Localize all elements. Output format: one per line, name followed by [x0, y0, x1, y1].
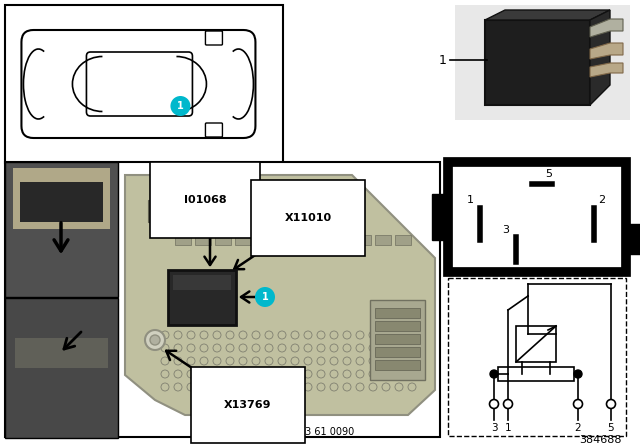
Bar [175, 235, 191, 245]
Bar [432, 194, 448, 240]
Text: 1: 1 [262, 292, 268, 302]
Bar [516, 326, 556, 362]
FancyBboxPatch shape [21, 30, 255, 138]
Circle shape [255, 287, 275, 307]
Polygon shape [590, 43, 623, 59]
Bar [195, 235, 211, 245]
Bar [355, 235, 371, 245]
Polygon shape [485, 10, 610, 20]
Bar [235, 235, 251, 245]
Circle shape [574, 370, 582, 378]
Text: 5: 5 [545, 169, 552, 179]
Bar [375, 235, 391, 245]
Bar [255, 235, 271, 245]
Text: 2: 2 [598, 195, 605, 205]
Bar [370, 300, 425, 380]
Text: X11010: X11010 [284, 213, 332, 223]
Text: I01068: I01068 [184, 195, 227, 205]
Polygon shape [590, 10, 610, 105]
Bar [448, 278, 626, 436]
FancyBboxPatch shape [205, 123, 223, 137]
Bar [295, 235, 311, 245]
Bar [626, 224, 640, 254]
Bar [20, 182, 103, 223]
Text: 5: 5 [608, 423, 614, 433]
Circle shape [170, 96, 191, 116]
Bar [455, 5, 630, 120]
Bar [315, 235, 331, 245]
Bar [498, 367, 574, 381]
Bar [375, 360, 420, 370]
Circle shape [150, 335, 160, 345]
Bar [335, 235, 351, 245]
Text: 1: 1 [505, 423, 511, 433]
Bar [5, 298, 118, 438]
Bar [215, 235, 231, 245]
Text: 3: 3 [491, 423, 497, 433]
Bar [375, 334, 420, 344]
Bar [5, 162, 440, 437]
Bar [375, 347, 420, 357]
Text: 384688: 384688 [579, 435, 621, 445]
Bar [15, 338, 108, 368]
Bar [5, 5, 283, 163]
Circle shape [573, 400, 582, 409]
Bar [375, 308, 420, 318]
Bar [395, 235, 411, 245]
Text: 1: 1 [439, 53, 447, 66]
Bar [13, 168, 110, 229]
Circle shape [607, 400, 616, 409]
FancyBboxPatch shape [205, 31, 223, 45]
Text: 1: 1 [467, 195, 474, 205]
Bar [448, 162, 626, 272]
Bar [5, 162, 118, 297]
Bar [275, 235, 291, 245]
Text: EO E63 61 0090: EO E63 61 0090 [276, 427, 354, 437]
Polygon shape [590, 19, 623, 37]
Text: 1: 1 [177, 101, 184, 111]
Bar [166, 200, 180, 222]
Text: 3: 3 [502, 225, 509, 235]
Circle shape [490, 370, 498, 378]
Bar [485, 20, 590, 105]
Circle shape [490, 400, 499, 409]
Circle shape [504, 400, 513, 409]
Bar [202, 200, 216, 222]
Text: X13769: X13769 [224, 400, 272, 410]
Text: 2: 2 [575, 423, 581, 433]
Bar [168, 270, 236, 325]
Bar [375, 321, 420, 331]
Polygon shape [125, 175, 435, 415]
Circle shape [145, 330, 165, 350]
Polygon shape [590, 63, 623, 77]
Bar [148, 200, 162, 222]
Bar [173, 275, 231, 290]
Bar [184, 200, 198, 222]
